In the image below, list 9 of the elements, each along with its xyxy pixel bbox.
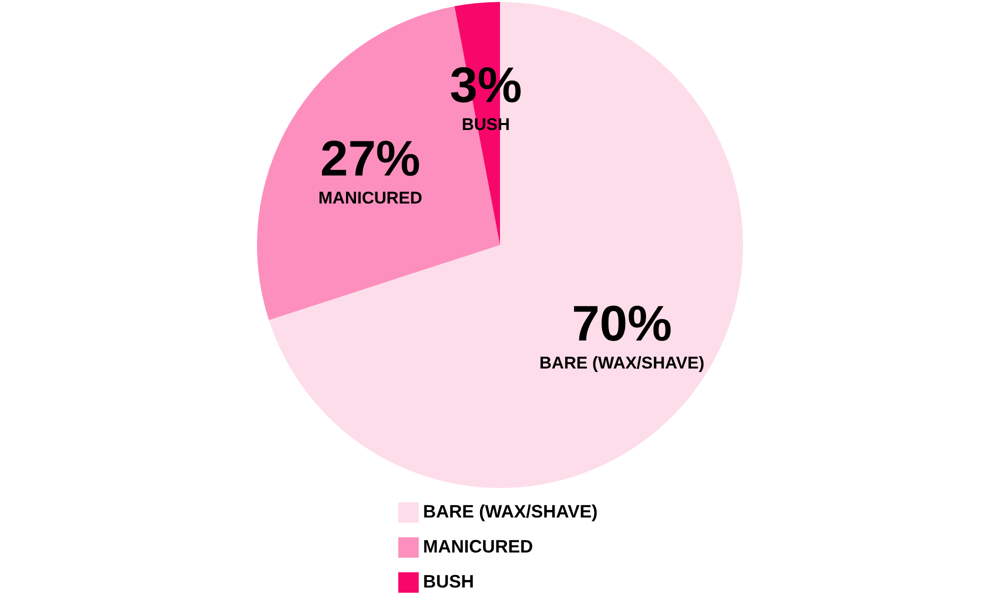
data-label: 27% xyxy=(320,130,420,186)
slice-label: MANICURED xyxy=(318,188,422,208)
legend-label: MANICURED xyxy=(423,536,533,556)
data-label: 70% xyxy=(572,296,672,352)
legend-label: BARE (WAX/SHAVE) xyxy=(423,502,598,522)
slice-label: BUSH xyxy=(462,115,510,134)
slice-label: BARE (WAX/SHAVE) xyxy=(539,354,704,373)
legend-label: BUSH xyxy=(423,572,474,592)
data-label: 3% xyxy=(450,57,522,114)
